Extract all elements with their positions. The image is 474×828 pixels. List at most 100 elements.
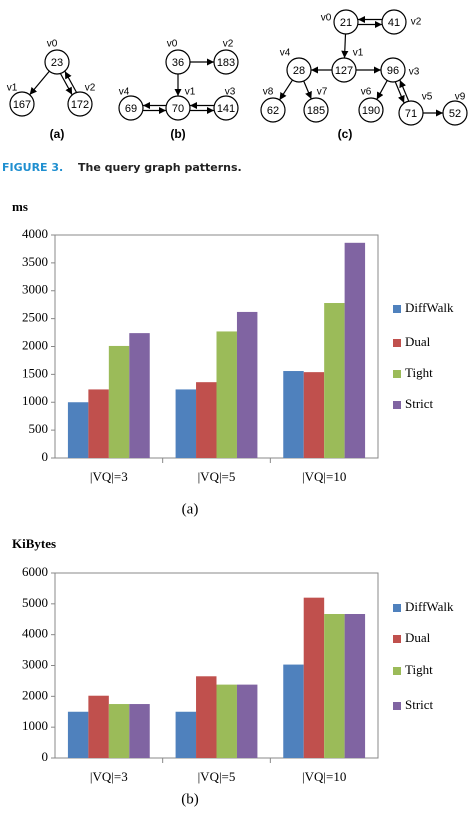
- node-name: v3: [409, 67, 420, 78]
- y-tick-label: 3000: [22, 282, 48, 297]
- edge: [394, 81, 405, 104]
- x-tick-label: |VQ|=10: [302, 469, 346, 484]
- edge: [279, 79, 293, 101]
- node: [331, 57, 357, 83]
- node: [165, 49, 191, 75]
- bar: [216, 684, 237, 758]
- edge: [399, 79, 410, 102]
- graph-label: (a): [50, 127, 65, 141]
- bar: [216, 331, 237, 458]
- node-value: 69: [125, 103, 137, 115]
- node-name: v1: [185, 87, 196, 98]
- legend-label: DiffWalk: [405, 599, 454, 614]
- node-name: v3: [225, 87, 236, 98]
- legend-label: Dual: [405, 334, 431, 349]
- x-tick-label: |VQ|=10: [302, 769, 346, 784]
- node: [67, 91, 93, 117]
- legend-label: Tight: [405, 365, 433, 380]
- node: [358, 97, 384, 123]
- y-tick-label: 1500: [22, 365, 48, 380]
- bar: [67, 402, 89, 458]
- node-name: v2: [85, 83, 96, 94]
- y-tick-label: 1000: [22, 718, 48, 733]
- node-value: 28: [293, 65, 305, 77]
- y-tick-label: 500: [29, 421, 49, 436]
- bar: [88, 695, 109, 758]
- caption-text: The query graph patterns.: [78, 161, 242, 174]
- node: [260, 97, 286, 123]
- bar: [236, 311, 258, 458]
- y-tick-label: 6000: [22, 564, 48, 579]
- y-tick-label: 0: [42, 749, 49, 764]
- bar: [283, 664, 304, 758]
- legend-label: Dual: [405, 630, 431, 645]
- bar: [324, 614, 345, 758]
- bar: [88, 389, 109, 458]
- bar: [175, 389, 197, 458]
- node-name: v6: [361, 87, 372, 98]
- edge: [60, 73, 73, 95]
- node-value: 127: [335, 65, 353, 77]
- node-value: 41: [388, 17, 400, 29]
- node: [442, 100, 468, 126]
- legend-swatch: [393, 370, 401, 378]
- node: [118, 95, 144, 121]
- node-value: 185: [307, 105, 325, 117]
- y-tick-label: 2000: [22, 337, 48, 352]
- node: [9, 91, 35, 117]
- node-name: v0: [167, 39, 178, 50]
- node: [165, 95, 191, 121]
- legend-swatch: [393, 702, 401, 710]
- node-name: v9: [455, 92, 466, 103]
- node-value: 172: [71, 99, 89, 111]
- y-tick-label: 4000: [22, 226, 48, 241]
- node-name: v5: [422, 92, 433, 103]
- edge: [64, 71, 77, 93]
- legend-label: Tight: [405, 662, 433, 677]
- y-tick-label: 5000: [22, 595, 48, 610]
- node: [303, 97, 329, 123]
- node-name: v2: [223, 39, 234, 50]
- legend-label: Strict: [405, 697, 434, 712]
- node: [213, 95, 239, 121]
- bar: [344, 614, 366, 758]
- edge: [303, 80, 312, 100]
- graph-label: (c): [338, 127, 353, 141]
- chart-title: ms: [12, 199, 28, 214]
- node: [44, 49, 70, 75]
- y-tick-label: 1000: [22, 393, 48, 408]
- node: [398, 100, 424, 126]
- node-value: 167: [13, 99, 31, 111]
- node-name: v4: [280, 48, 291, 59]
- y-tick-label: 3000: [22, 656, 48, 671]
- bar: [344, 242, 366, 458]
- chart-label: (a): [182, 501, 199, 517]
- y-tick-label: 2000: [22, 687, 48, 702]
- node-name: v8: [263, 87, 274, 98]
- node-value: 96: [387, 65, 399, 77]
- node-value: 36: [172, 57, 184, 69]
- bar: [196, 382, 217, 458]
- y-tick-label: 3500: [22, 254, 48, 269]
- node: [380, 57, 406, 83]
- edge: [376, 80, 388, 100]
- node-value: 183: [217, 57, 235, 69]
- legend-swatch: [393, 667, 401, 675]
- node-name: v1: [7, 83, 18, 94]
- graph-label: (b): [170, 127, 185, 141]
- bar: [108, 704, 130, 758]
- node: [381, 9, 407, 35]
- legend-swatch: [393, 604, 401, 612]
- chart-title: KiBytes: [12, 536, 56, 551]
- y-tick-label: 4000: [22, 626, 48, 641]
- node-name: v0: [321, 13, 332, 24]
- x-tick-label: |VQ|=3: [90, 469, 128, 484]
- node: [286, 57, 312, 83]
- x-tick-label: |VQ|=5: [198, 769, 236, 784]
- node: [333, 9, 359, 35]
- legend-label: Strict: [405, 396, 434, 411]
- bar: [67, 711, 89, 758]
- legend-swatch: [393, 339, 401, 347]
- node-name: v0: [47, 39, 58, 50]
